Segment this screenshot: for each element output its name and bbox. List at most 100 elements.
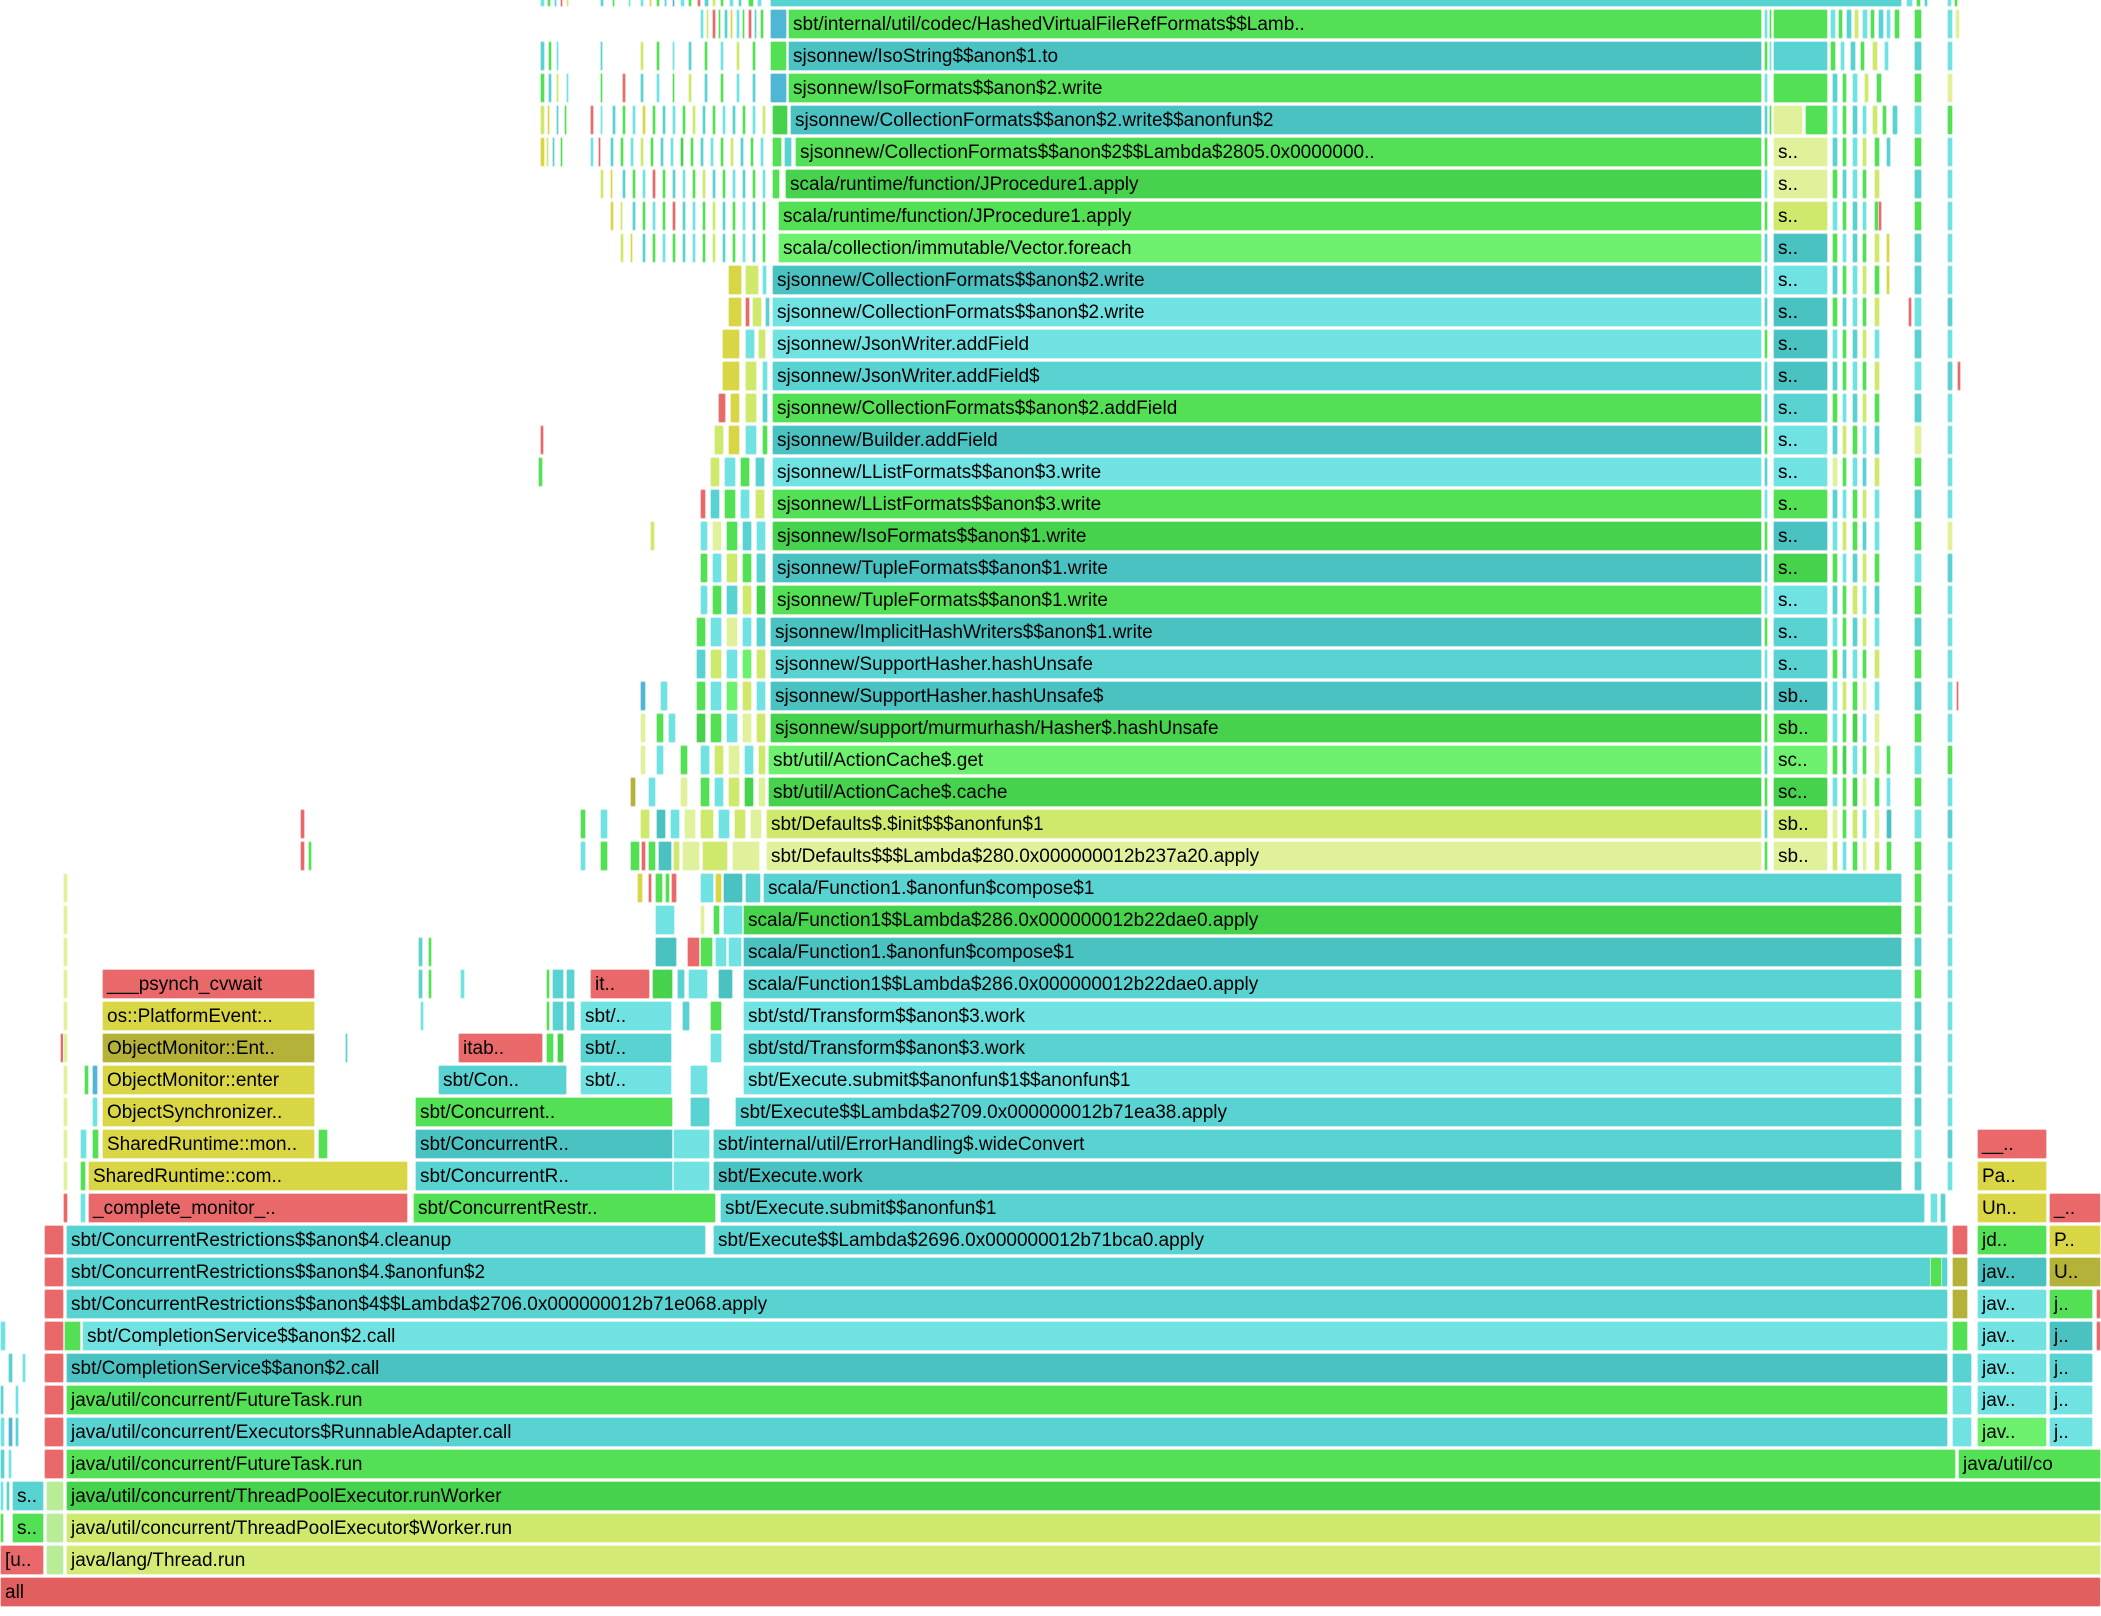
frame-sliver[interactable] [1947, 1001, 1953, 1031]
frame[interactable]: SharedRuntime::mon.. [102, 1129, 315, 1159]
frame[interactable]: sjsonnew/support/murmurhash/Hasher$.hash… [770, 713, 1762, 743]
frame-sliver[interactable] [540, 73, 545, 103]
frame-sliver[interactable] [556, 105, 559, 135]
frame-sliver[interactable] [723, 905, 743, 935]
frame-sliver[interactable] [622, 73, 626, 103]
frame[interactable]: java/util/concurrent/Executors$RunnableA… [66, 1417, 1948, 1447]
frame-sliver[interactable] [1773, 73, 1828, 103]
frame-sliver[interactable] [1852, 649, 1858, 679]
frame-sliver[interactable] [1874, 489, 1880, 519]
frame-sliver[interactable] [1842, 841, 1847, 871]
frame[interactable]: sjsonnew/LListFormats$$anon$3.write [772, 457, 1762, 487]
frame-sliver[interactable] [1947, 1161, 1953, 1191]
frame[interactable]: sb.. [1773, 809, 1828, 839]
frame-sliver[interactable] [308, 841, 312, 871]
frame[interactable]: sbt/.. [580, 1001, 672, 1031]
frame-sliver[interactable] [772, 137, 782, 167]
frame[interactable]: scala/Function1$$Lambda$286.0x000000012b… [743, 905, 1902, 935]
frame-sliver[interactable] [1852, 265, 1858, 295]
frame-sliver[interactable] [1947, 713, 1953, 743]
frame-sliver[interactable] [736, 9, 740, 39]
frame-sliver[interactable] [1914, 1161, 1922, 1191]
frame-sliver[interactable] [1852, 233, 1858, 263]
frame-sliver[interactable] [742, 169, 746, 199]
frame-sliver[interactable] [1764, 137, 1768, 167]
frame-sliver[interactable] [1947, 201, 1953, 231]
frame-sliver[interactable] [714, 425, 724, 455]
frame[interactable]: s.. [1773, 521, 1828, 551]
frame[interactable]: sc.. [1773, 745, 1828, 775]
frame-sliver[interactable] [672, 0, 675, 7]
frame-sliver[interactable] [722, 361, 740, 391]
frame-sliver[interactable] [1764, 457, 1768, 487]
frame-sliver[interactable] [1852, 297, 1858, 327]
frame-sliver[interactable] [540, 425, 544, 455]
frame-sliver[interactable] [652, 169, 656, 199]
frame-sliver[interactable] [700, 937, 713, 967]
frame-sliver[interactable] [1914, 233, 1922, 263]
frame[interactable]: sbt/internal/util/codec/HashedVirtualFil… [770, 0, 1902, 7]
frame-sliver[interactable] [1832, 713, 1838, 743]
frame-sliver[interactable] [1914, 969, 1922, 999]
frame-sliver[interactable] [1842, 297, 1847, 327]
frame-sliver[interactable] [630, 233, 633, 263]
frame-sliver[interactable] [765, 297, 770, 327]
frame-sliver[interactable] [662, 233, 666, 263]
frame-sliver[interactable] [740, 137, 744, 167]
frame-sliver[interactable] [642, 233, 646, 263]
frame-sliver[interactable] [720, 137, 724, 167]
frame-sliver[interactable] [546, 1001, 550, 1031]
frame-sliver[interactable] [736, 41, 740, 71]
frame-sliver[interactable] [1862, 137, 1867, 167]
frame-sliver[interactable] [63, 873, 68, 903]
frame-sliver[interactable] [1850, 41, 1856, 71]
frame-sliver[interactable] [345, 1033, 348, 1063]
frame-sliver[interactable] [1764, 841, 1768, 871]
frame-sliver[interactable] [1914, 393, 1922, 423]
frame-sliver[interactable] [566, 73, 569, 103]
frame[interactable]: sjsonnew/JsonWriter.addField [772, 329, 1762, 359]
frame-sliver[interactable] [732, 169, 736, 199]
frame[interactable]: sbt/internal/util/ErrorHandling$.wideCon… [713, 1129, 1902, 1159]
frame-sliver[interactable] [758, 329, 766, 359]
frame-sliver[interactable] [1947, 553, 1953, 583]
frame-sliver[interactable] [1764, 41, 1768, 71]
frame-sliver[interactable] [612, 0, 615, 7]
frame-sliver[interactable] [760, 9, 764, 39]
frame-sliver[interactable] [1862, 329, 1867, 359]
frame-sliver[interactable] [1914, 1065, 1922, 1095]
frame-sliver[interactable] [1914, 937, 1922, 967]
frame-sliver[interactable] [1874, 553, 1880, 583]
frame-sliver[interactable] [1842, 329, 1847, 359]
frame-sliver[interactable] [712, 169, 716, 199]
frame-sliver[interactable] [640, 809, 650, 839]
frame-sliver[interactable] [1914, 777, 1922, 807]
frame-sliver[interactable] [680, 777, 688, 807]
frame-sliver[interactable] [742, 9, 745, 39]
frame[interactable]: scala/runtime/function/JProcedure1.apply [778, 201, 1762, 231]
frame-sliver[interactable] [1764, 649, 1768, 679]
frame-sliver[interactable] [762, 425, 768, 455]
frame-sliver[interactable] [0, 1321, 6, 1351]
frame[interactable]: Pa.. [1977, 1161, 2047, 1191]
frame-sliver[interactable] [1947, 905, 1953, 935]
frame-sliver[interactable] [1832, 617, 1838, 647]
frame[interactable]: s.. [12, 1481, 44, 1511]
frame-sliver[interactable] [1852, 553, 1858, 583]
frame-sliver[interactable] [1874, 233, 1880, 263]
frame-sliver[interactable] [1914, 457, 1922, 487]
frame-sliver[interactable] [1914, 9, 1922, 39]
frame-sliver[interactable] [547, 0, 551, 7]
frame-sliver[interactable] [700, 9, 704, 39]
frame-sliver[interactable] [92, 1097, 98, 1127]
frame-sliver[interactable] [682, 105, 686, 135]
frame-sliver[interactable] [770, 41, 787, 71]
frame-sliver[interactable] [1769, 41, 1772, 71]
frame-sliver[interactable] [600, 73, 603, 103]
frame-sliver[interactable] [706, 9, 709, 39]
frame-sliver[interactable] [710, 681, 722, 711]
frame-sliver[interactable] [1769, 105, 1772, 135]
frame-sliver[interactable] [546, 1033, 554, 1063]
frame-sliver[interactable] [418, 937, 423, 967]
